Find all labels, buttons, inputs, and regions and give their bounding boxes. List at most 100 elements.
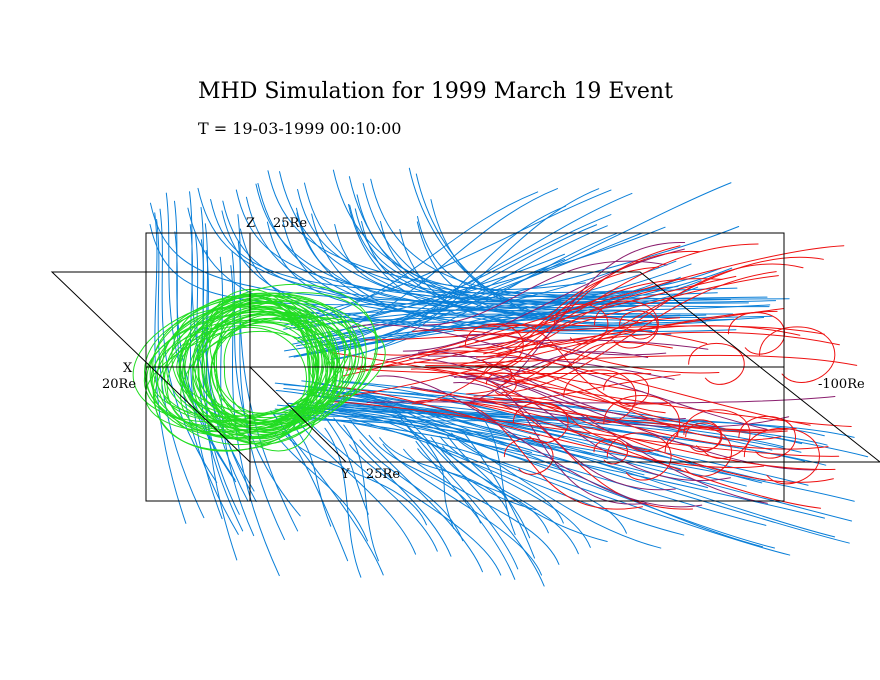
open-field-line	[316, 410, 767, 526]
open-field-line	[333, 417, 452, 557]
open-field-line	[417, 448, 549, 534]
tail-field-line	[618, 310, 658, 340]
closed-field-line	[201, 308, 320, 423]
open-field-line	[339, 214, 612, 324]
open-field-line	[239, 228, 706, 329]
open-field-line	[282, 219, 707, 319]
x-extent-label: 20Re	[102, 377, 136, 392]
open-field-line	[416, 216, 679, 298]
z-extent-label: 25Re	[273, 216, 307, 231]
tail-field-line	[606, 432, 672, 481]
tail-field-line	[336, 310, 778, 398]
y-axis-label: Y	[340, 467, 350, 482]
open-field-line	[270, 410, 384, 576]
open-field-line	[296, 406, 828, 446]
tail-field-line	[664, 426, 733, 477]
tail-field-line	[683, 409, 751, 459]
open-field-line	[349, 444, 502, 576]
tail-field-line	[448, 351, 649, 380]
tail-field-line	[427, 355, 675, 380]
closed-field-line	[215, 293, 319, 434]
figure-title: MHD Simulation for 1999 March 19 Event	[198, 79, 673, 104]
open-field-line	[415, 440, 516, 580]
open-field-line	[430, 436, 545, 587]
tail-field-line	[417, 351, 686, 420]
open-field-line	[292, 188, 559, 345]
open-field-line	[319, 224, 598, 344]
open-field-line	[283, 387, 853, 522]
tail-field-line	[593, 300, 659, 349]
open-field-line	[296, 212, 734, 315]
open-field-line	[478, 410, 516, 536]
tail-field-line	[475, 278, 723, 343]
open-field-line	[273, 431, 368, 542]
tail-field-line	[464, 373, 731, 482]
tail-field-line	[457, 325, 801, 366]
tail-field-line	[329, 366, 652, 375]
tail-field-line	[603, 372, 650, 407]
open-field-line	[275, 389, 850, 544]
closed-field-line	[194, 330, 337, 426]
open-field-line	[323, 414, 369, 515]
tail-field-line	[677, 419, 722, 453]
tail-field-line	[487, 323, 666, 414]
tail-field-line	[402, 248, 685, 352]
open-field-line	[307, 401, 571, 473]
tail-field-line	[411, 324, 708, 344]
open-field-line	[382, 443, 543, 576]
tail-field-line	[483, 243, 759, 355]
tail-field-line	[743, 428, 820, 485]
tail-field-line	[422, 260, 668, 326]
tail-field-line	[459, 266, 660, 349]
timestamp: T = 19-03-1999 00:10:00	[198, 119, 401, 138]
x-tail-extent-label: -100Re	[818, 377, 865, 392]
tail-field-line	[463, 242, 686, 404]
closed-field-line	[209, 322, 319, 431]
tail-field-line	[503, 437, 554, 475]
open-field-line	[289, 414, 826, 519]
tail-field-line	[477, 399, 694, 510]
tail-field-line	[497, 287, 666, 354]
open-field-line	[403, 448, 560, 565]
open-field-line	[295, 232, 643, 347]
open-field-line	[336, 205, 567, 352]
open-field-line	[303, 182, 735, 322]
open-field-line	[296, 419, 417, 555]
open-field-line	[362, 182, 658, 326]
closed-field-line	[192, 326, 307, 428]
open-field-line	[231, 250, 301, 517]
tail-field-line	[411, 251, 700, 405]
open-field-line	[319, 404, 805, 462]
open-field-line	[442, 445, 579, 555]
open-field-line	[237, 214, 299, 532]
open-field-line	[296, 408, 855, 502]
tail-field-line	[376, 375, 703, 508]
open-field-line	[219, 256, 255, 537]
tail-field-line	[738, 416, 797, 459]
open-field-line	[327, 267, 722, 325]
tail-field-line	[419, 350, 811, 426]
xy-plane-parallelogram	[50, 271, 880, 463]
open-field-line	[156, 219, 205, 519]
tail-field-line	[553, 303, 609, 345]
open-field-line	[368, 434, 482, 524]
tail-field-line	[501, 271, 777, 393]
coordinate-frame	[50, 232, 880, 502]
open-field-line	[279, 189, 612, 321]
tail-field-line	[685, 422, 723, 451]
tail-field-line	[459, 374, 681, 401]
closed-field-line	[179, 324, 316, 417]
blue-field-lines	[149, 167, 869, 587]
tail-field-line	[332, 401, 840, 457]
open-field-line	[194, 232, 244, 532]
tail-field-line	[363, 325, 825, 341]
open-field-line	[463, 432, 536, 559]
open-field-line	[451, 432, 627, 534]
tail-field-line	[510, 374, 797, 432]
tail-field-line	[467, 316, 642, 375]
tail-field-line	[759, 326, 836, 384]
tail-field-line	[412, 399, 822, 509]
open-field-line	[319, 276, 681, 346]
open-field-line	[379, 437, 510, 515]
